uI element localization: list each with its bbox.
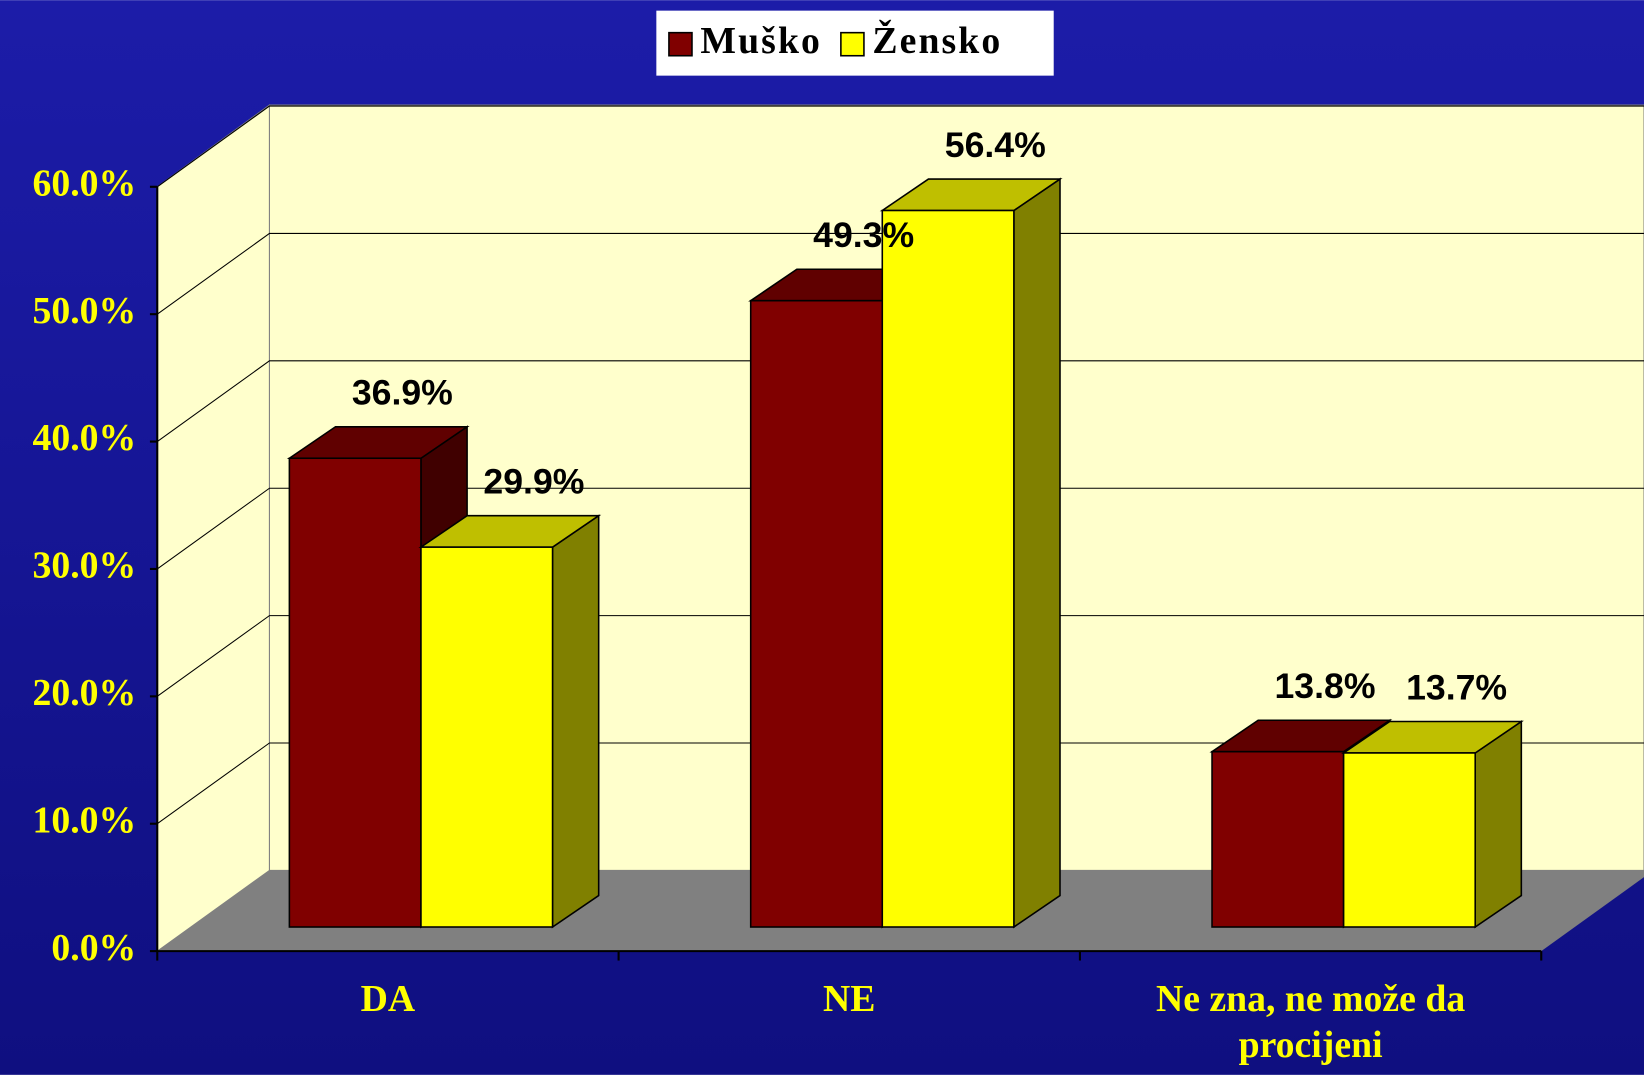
grid-line [156, 105, 1644, 188]
y-tick-label: 50.0% [33, 290, 137, 332]
grid-line [156, 487, 1644, 570]
bar-front [420, 546, 554, 928]
x-tick-label-box: NE [823, 977, 876, 1020]
data-label: 56.4% [945, 125, 1046, 165]
legend-label: Muško [700, 20, 822, 62]
data-label: 13.8% [1274, 666, 1375, 706]
data-label: 36.9% [352, 373, 453, 413]
grid-line [156, 360, 1644, 442]
grid-line [156, 232, 1644, 315]
y-tick-label: 10.0% [33, 799, 137, 841]
x-tick-label-box: DA [360, 977, 416, 1020]
bar-side [1474, 720, 1523, 929]
x-tick-label: NE [823, 977, 876, 1020]
x-tick-label: DA [360, 977, 416, 1020]
bar-side [1013, 177, 1061, 929]
bar [1341, 720, 1524, 929]
grid-line [156, 615, 1644, 697]
bar-front [749, 299, 884, 928]
bar-side [551, 514, 600, 929]
data-label: 49.3% [813, 215, 914, 255]
y-tick-label: 40.0% [33, 417, 137, 459]
bar-front [881, 209, 1015, 928]
data-label: 29.9% [483, 462, 584, 502]
bar [418, 514, 602, 929]
x-tick-label: Ne zna, ne može da procijeni [1155, 977, 1466, 1066]
legend-label: Žensko [872, 20, 1002, 62]
legend-swatch [840, 31, 865, 57]
y-tick-label: 20.0% [33, 672, 137, 714]
bar-front [1342, 752, 1476, 928]
x-tick-label-box: Ne zna, ne može da procijeni [1155, 977, 1466, 1066]
bar-front [1211, 750, 1345, 928]
bar-front [288, 457, 422, 928]
y-tick-label: 0.0% [51, 927, 136, 969]
bar [879, 177, 1063, 929]
y-tick-label: 30.0% [33, 545, 137, 587]
y-tick-label: 60.0% [33, 162, 137, 204]
data-label: 13.7% [1406, 667, 1507, 707]
legend-swatch [668, 31, 693, 57]
grid-line [156, 742, 1644, 825]
